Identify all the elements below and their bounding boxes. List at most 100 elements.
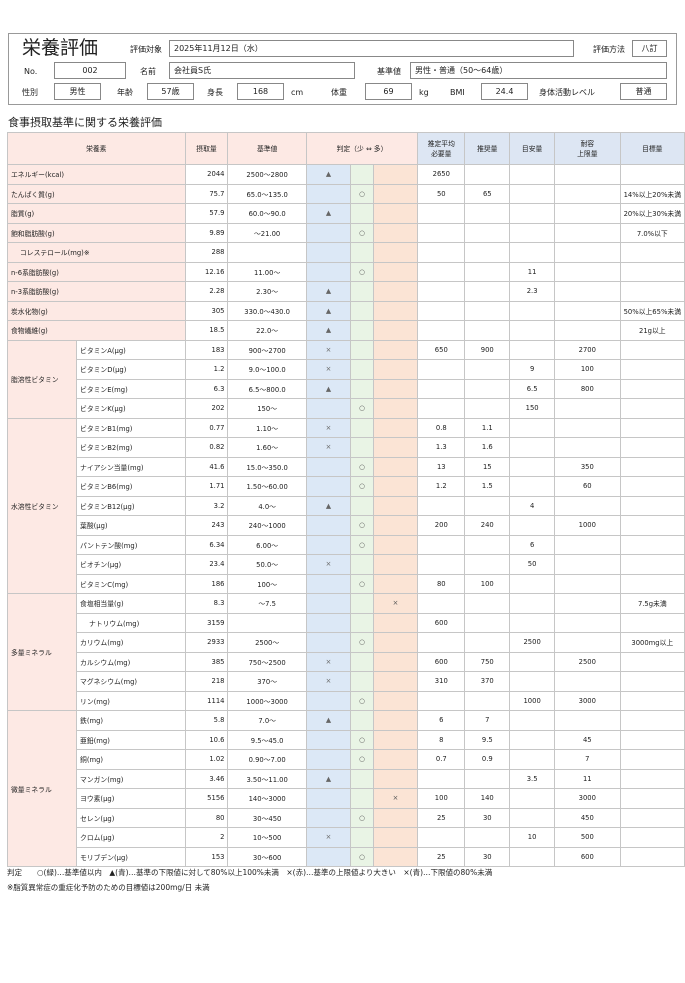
eval-method-field[interactable]: 八訂	[632, 40, 667, 57]
table-row: ビタミンD(µg) 1.2 9.0～100.0 × 9 100	[8, 359, 685, 380]
judgment-high	[372, 417, 419, 438]
judgment-ok	[350, 671, 374, 692]
judgment-low: ×	[305, 417, 352, 438]
ul-value: 3000	[554, 690, 621, 711]
judgment-high	[372, 437, 419, 458]
judgment-ok	[350, 320, 374, 341]
table-row: ビタミンB12(µg) 3.2 4.0～ ▲ 4	[8, 495, 685, 516]
judgment-high: ×	[372, 788, 419, 809]
rda-value: 1.1	[464, 417, 511, 438]
ai-value	[509, 846, 556, 867]
ear-value: 0.7	[417, 749, 466, 770]
ear-value	[417, 320, 466, 341]
ai-value	[509, 339, 556, 360]
judgment-high	[372, 281, 419, 302]
ul-value	[554, 300, 621, 321]
judgment-low: ▲	[305, 203, 352, 224]
group-label: 脂溶性ビタミン	[6, 339, 78, 419]
rda-value: 900	[464, 339, 511, 360]
group-label: 微量ミネラル	[6, 710, 78, 867]
ai-value	[509, 788, 556, 809]
rda-value: 15	[464, 456, 511, 477]
table-row: マグネシウム(mg) 218 370～ × 310 370	[8, 671, 685, 692]
age-field[interactable]: 57歳	[147, 83, 194, 100]
ul-value	[554, 710, 621, 731]
dg-value	[619, 651, 685, 672]
ai-value	[509, 222, 556, 243]
col-ear-line1: 推定平均	[427, 139, 455, 148]
rda-value	[464, 593, 511, 614]
judgment-ok	[350, 710, 374, 731]
rda-value	[464, 320, 511, 341]
judgment-ok	[350, 164, 374, 185]
judgment-low	[305, 261, 352, 282]
name-field[interactable]: 会社員S氏	[169, 62, 355, 79]
rda-value: 240	[464, 515, 511, 536]
intake-value: 385	[184, 651, 229, 672]
judgment-high	[372, 320, 419, 341]
col-ul: 耐容 上限量	[554, 132, 621, 165]
judgment-low: ×	[305, 359, 352, 380]
ul-value: 2700	[554, 339, 621, 360]
ul-value: 800	[554, 378, 621, 399]
dg-value	[619, 612, 685, 633]
ear-value	[417, 378, 466, 399]
ear-value	[417, 261, 466, 282]
judgment-ok: ○	[350, 261, 374, 282]
judgment-high	[372, 378, 419, 399]
ul-value: 3000	[554, 788, 621, 809]
rda-value: 9.5	[464, 729, 511, 750]
nutrient-name: ビタミンC(mg)	[76, 573, 186, 594]
judgment-ok	[350, 554, 374, 575]
eval-target-field[interactable]: 2025年11月12日（水）	[169, 40, 574, 57]
judgment-high	[372, 222, 419, 243]
ul-value	[554, 222, 621, 243]
standard-field[interactable]: 男性・普通（50～64歳）	[410, 62, 667, 79]
dg-value	[619, 788, 685, 809]
rda-value	[464, 612, 511, 633]
rda-value: 140	[464, 788, 511, 809]
ul-value	[554, 164, 621, 185]
ai-value: 10	[509, 827, 556, 848]
ul-value	[554, 183, 621, 204]
judgment-ok	[350, 788, 374, 809]
ul-value	[554, 417, 621, 438]
judgment-ok	[350, 300, 374, 321]
standard-label: 基準値	[377, 67, 401, 76]
height-field[interactable]: 168	[237, 83, 284, 100]
judgment-high	[372, 554, 419, 575]
intake-value: 5156	[184, 788, 229, 809]
judgment-ok	[350, 203, 374, 224]
dg-value	[619, 398, 685, 419]
judgment-low: ▲	[305, 164, 352, 185]
dg-value	[619, 164, 685, 185]
ai-value	[509, 573, 556, 594]
bmi-field[interactable]: 24.4	[481, 83, 528, 100]
activity-field[interactable]: 普通	[620, 83, 667, 100]
dg-value: 7.5g未満	[619, 593, 685, 614]
table-row: 飽和脂肪酸(g) 9.89 ～21.00 ○ 7.0%以下	[7, 222, 685, 243]
sex-field[interactable]: 男性	[54, 83, 101, 100]
nutrient-name: 鉄(mg)	[76, 710, 186, 731]
ear-value: 600	[417, 612, 466, 633]
judgment-low: ×	[305, 437, 352, 458]
intake-value: 1.2	[184, 359, 229, 380]
rda-value	[464, 261, 511, 282]
table-row: ビタミンB2(mg) 0.82 1.60～ × 1.3 1.6	[8, 437, 685, 458]
judgment-high	[372, 183, 419, 204]
intake-value: 9.89	[184, 222, 229, 243]
judgment-ok: ○	[350, 456, 374, 477]
judgment-low	[305, 222, 352, 243]
judgment-high	[372, 671, 419, 692]
standard-value: 750～2500	[227, 651, 307, 672]
dg-value	[619, 768, 685, 789]
table-row: 葉酸(µg) 243 240～1000 ○ 200 240 1000	[8, 515, 685, 536]
no-label: No.	[24, 67, 38, 76]
ear-value	[417, 554, 466, 575]
bmi-label: BMI	[450, 88, 465, 97]
weight-field[interactable]: 69	[365, 83, 412, 100]
nutrient-name: ビタミンK(µg)	[76, 398, 186, 419]
standard-value: 11.00～	[227, 261, 307, 282]
judgment-ok	[350, 768, 374, 789]
no-field[interactable]: 002	[54, 62, 126, 79]
